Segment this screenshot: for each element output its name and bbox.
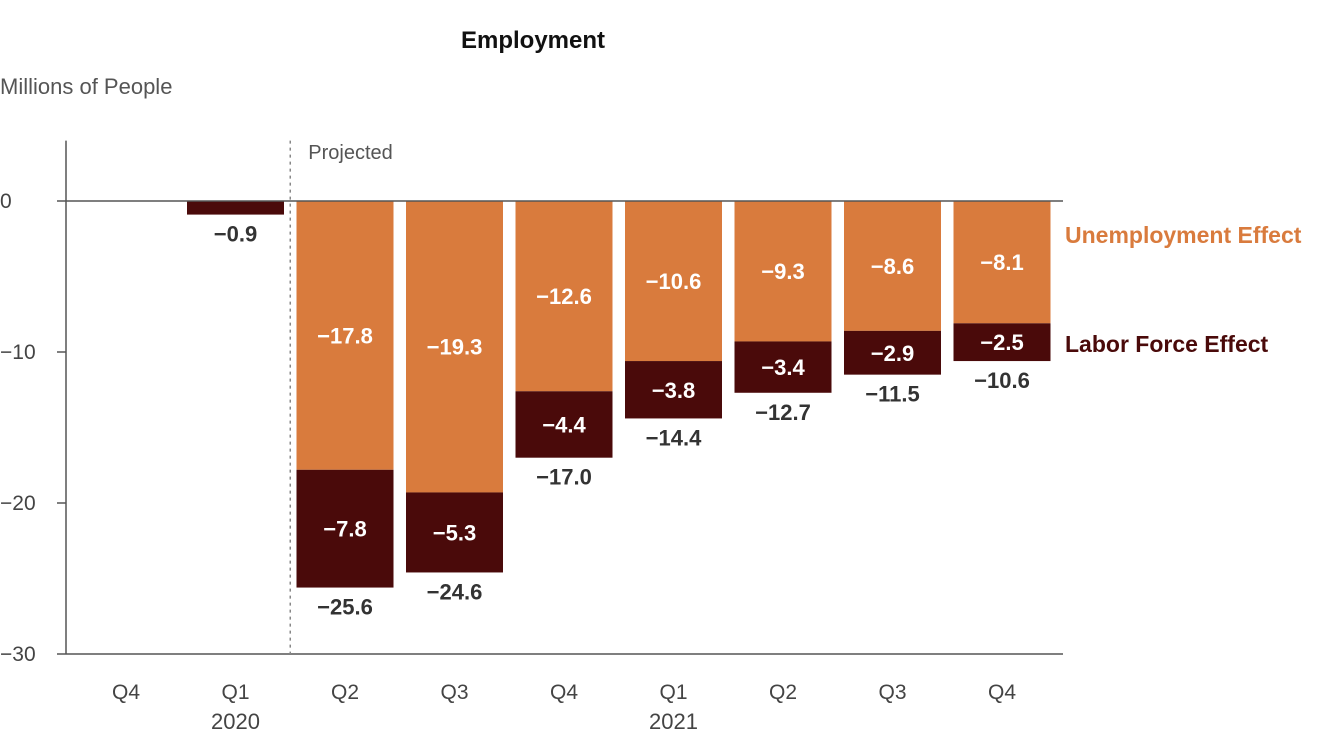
bar-labor-force-effect [734,341,832,393]
legend-unemployment-effect: Unemployment Effect [1065,222,1302,248]
x-tick-label: Q3 [440,681,468,704]
bar-labor-force-effect [953,323,1051,362]
projected-label: Projected [308,142,393,164]
y-tick-label: 0 [0,190,12,213]
data-label-labor-force: −5.3 [433,520,476,545]
x-tick-label: Q2 [769,681,797,704]
bar-unemployment-effect [844,201,941,331]
bar-unemployment-effect [953,201,1051,324]
total-label: −24.6 [427,579,483,604]
x-tick-label: Q1 [659,681,687,704]
bar-labor-force-effect [625,361,722,419]
plot-area: 0 −10 −20 −30 Q4 −0.9 Q1 −17.8 −7.8 −25.6 Q2 −19.3 −… [0,140,1302,734]
bar-labor-force-effect [406,492,503,573]
total-label: −12.7 [755,400,811,425]
total-label: −10.6 [974,368,1030,393]
x-tick-label: Q4 [988,681,1016,704]
total-label: −14.4 [646,425,702,450]
x-year-label: 2021 [649,709,698,734]
x-tick-label: Q4 [550,681,578,704]
data-label-labor-force: −3.4 [761,355,805,380]
y-tick-label: −20 [0,492,36,515]
legend-labor-force-effect: Labor Force Effect [1065,331,1269,357]
total-label: −25.6 [317,595,373,620]
bar-unemployment-effect [296,201,394,470]
data-label-unemployment: −10.6 [646,269,702,294]
total-label: −17.0 [536,465,592,490]
data-label-labor-force: −3.8 [652,378,695,403]
bar-labor-force-effect [187,201,284,215]
x-tick-label: Q2 [331,681,359,704]
data-label-labor-force: −4.4 [542,412,586,437]
data-label-labor-force: −2.9 [871,341,914,366]
data-label-unemployment: −17.8 [317,323,373,348]
data-label-labor-force: −2.5 [980,330,1023,355]
y-axis-label: Millions of People [0,74,172,99]
x-year-label: 2020 [211,709,260,734]
bar-unemployment-effect [734,201,832,342]
x-tick-label: Q3 [878,681,906,704]
x-tick-label: Q1 [221,681,249,704]
data-label-unemployment: −8.6 [871,254,914,279]
total-label: −11.5 [865,382,919,407]
total-label: −0.9 [214,222,257,247]
x-tick-label: Q4 [112,681,140,704]
bar-labor-force-effect [515,391,613,458]
data-label-labor-force: −7.8 [323,517,366,542]
y-tick-label: −30 [0,643,36,666]
data-label-unemployment: −19.3 [427,335,483,360]
bar-unemployment-effect [515,201,613,392]
y-tick-label: −10 [0,341,36,364]
chart-title: Employment [461,27,605,54]
bar-unemployment-effect [625,201,722,362]
bar-labor-force-effect [844,330,941,375]
data-label-unemployment: −12.6 [536,284,592,309]
bar-labor-force-effect [296,469,394,588]
bar-unemployment-effect [406,201,503,493]
data-label-unemployment: −9.3 [761,259,804,284]
data-label-unemployment: −8.1 [980,250,1023,275]
